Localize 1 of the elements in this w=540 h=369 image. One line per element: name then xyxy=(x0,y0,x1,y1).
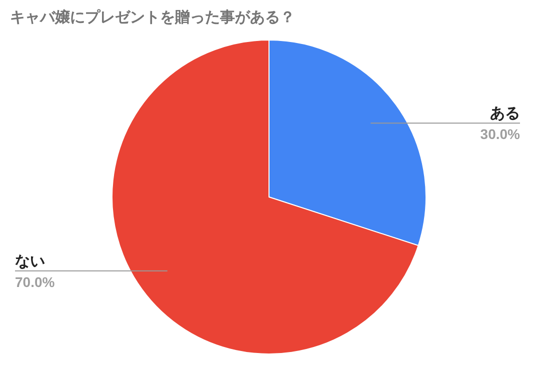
title: キャバ嬢にプレゼントを贈った事がある？ xyxy=(10,9,295,26)
